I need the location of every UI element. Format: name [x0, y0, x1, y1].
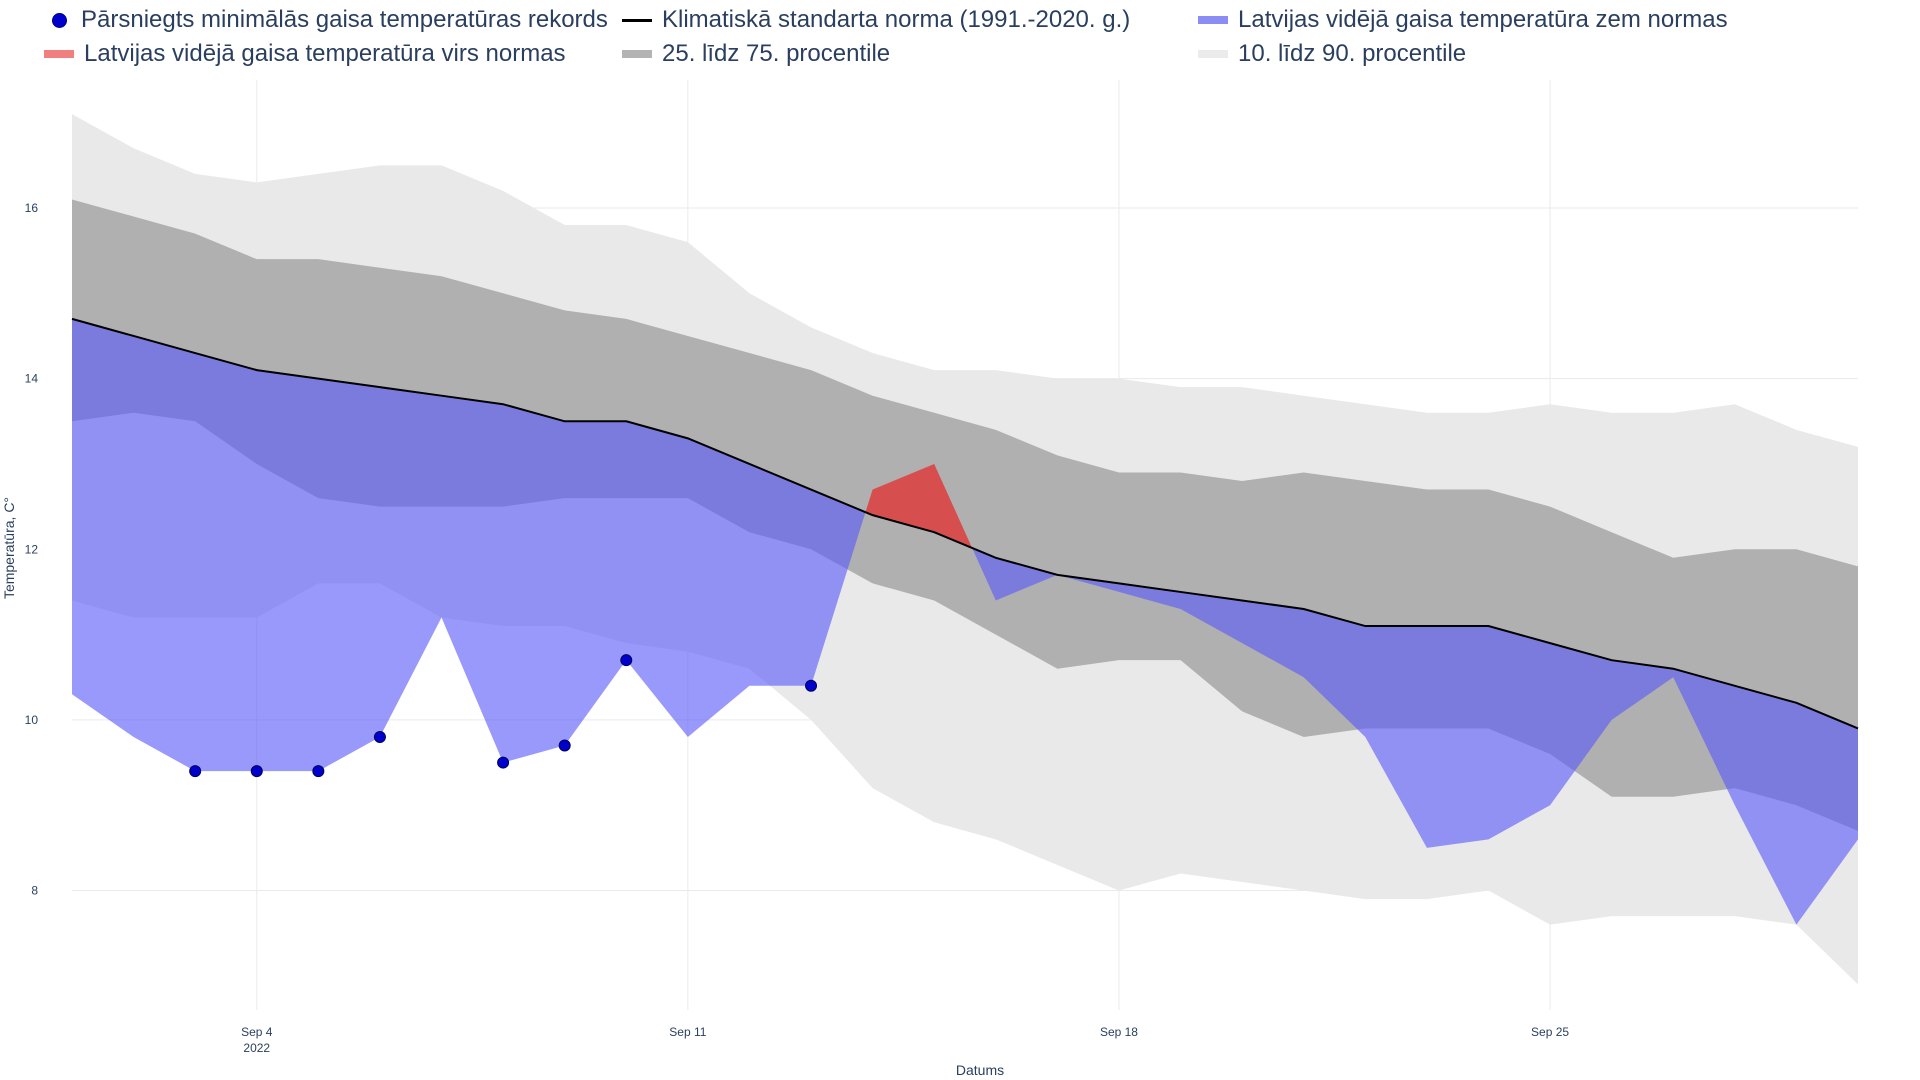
norm-line-group [71, 317, 1859, 730]
legend-label-norm: Klimatiskā standarta norma (1991.-2020. … [662, 6, 1131, 33]
record-marker [373, 730, 386, 743]
y-axis: 8 10 12 14 16 [25, 201, 39, 898]
x-tick-label: Sep 4 [241, 1025, 273, 1039]
record-marker [558, 739, 571, 752]
record-markers [189, 654, 818, 778]
legend-item-below[interactable]: Latvijas vidējā gaisa temperatūra zem no… [1198, 6, 1728, 34]
record-marker [620, 654, 633, 667]
legend-line-icon [622, 18, 652, 22]
legend-band-p10-90-icon [1198, 50, 1228, 58]
legend-item-above[interactable]: Latvijas vidējā gaisa temperatūra virs n… [44, 40, 566, 68]
legend-band-above-icon [44, 50, 74, 58]
legend-band-p25-75-icon [622, 50, 652, 58]
legend-band-below-icon [1198, 16, 1228, 24]
x-tick-label: Sep 25 [1531, 1025, 1569, 1039]
x-axis: Sep 4 2022 Sep 11 Sep 18 Sep 25 [241, 1025, 1569, 1055]
legend-dot-icon [52, 12, 67, 28]
area-below-norm [972, 547, 1058, 601]
legend-item-p10-90[interactable]: 10. līdz 90. procentile [1198, 40, 1466, 68]
legend-item-record[interactable]: Pārsniegts minimālās gaisa temperatūras … [44, 6, 608, 34]
norm-line [71, 317, 1859, 730]
record-marker [497, 756, 510, 769]
record-marker [189, 765, 202, 778]
legend-item-p25-75[interactable]: 25. līdz 75. procentile [622, 40, 890, 68]
y-tick-label: 12 [25, 542, 39, 556]
area-above-norm [865, 463, 973, 548]
anomaly-areas [72, 318, 1858, 925]
legend-label-p25-75: 25. līdz 75. procentile [662, 40, 891, 67]
record-marker [250, 765, 263, 778]
legend-label-above: Latvijas vidējā gaisa temperatūra virs n… [84, 40, 566, 67]
legend-label-p10-90: 10. līdz 90. procentile [1238, 40, 1467, 67]
area-below-norm [1057, 574, 1858, 925]
x-tick-sublabel: 2022 [243, 1041, 270, 1055]
x-tick-label: Sep 18 [1100, 1025, 1138, 1039]
chart-legend: Pārsniegts minimālās gaisa temperatūras … [0, 0, 1920, 72]
x-axis-title: Datums [956, 1062, 1004, 1078]
y-tick-label: 8 [31, 884, 38, 898]
y-tick-label: 10 [25, 713, 39, 727]
legend-item-norm[interactable]: Klimatiskā standarta norma (1991.-2020. … [622, 6, 1130, 34]
legend-label-record: Pārsniegts minimālās gaisa temperatūras … [81, 6, 608, 33]
x-tick-label: Sep 11 [669, 1025, 706, 1039]
record-marker [805, 679, 818, 692]
y-tick-label: 14 [25, 372, 39, 386]
legend-label-below: Latvijas vidējā gaisa temperatūra zem no… [1238, 6, 1728, 33]
y-axis-title: Temperatūra, C° [1, 497, 17, 599]
record-marker [312, 765, 325, 778]
area-below-norm [72, 318, 866, 772]
y-tick-label: 16 [25, 201, 39, 215]
